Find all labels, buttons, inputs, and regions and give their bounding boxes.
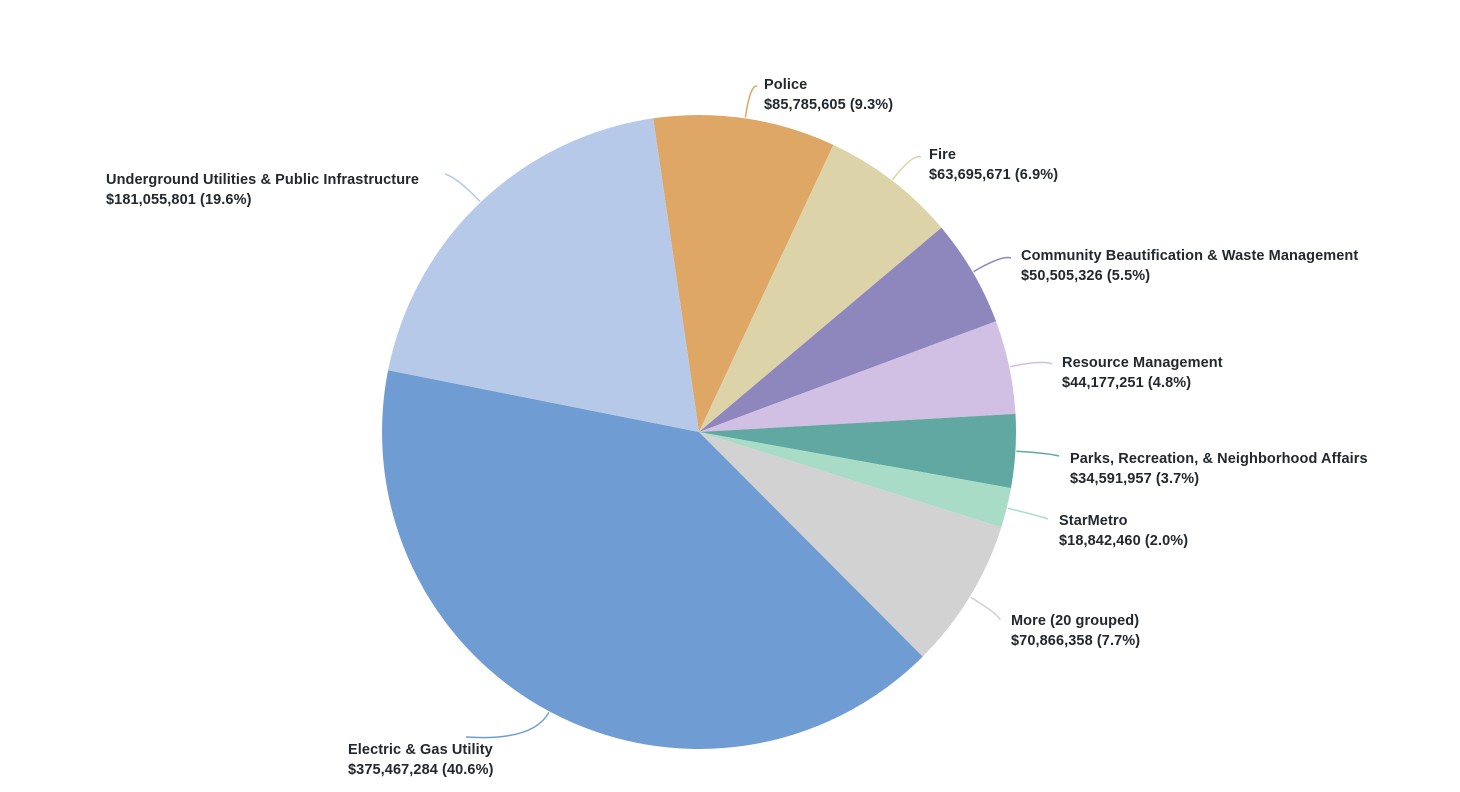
pie-slice-more-grouped[interactable] [699, 432, 1002, 657]
pie-slice-parks-recreation[interactable] [699, 413, 1017, 489]
leader-line-resource-management [1010, 361, 1053, 368]
leader-line-more-grouped [970, 596, 1001, 621]
pie-slice-community-beautification[interactable] [699, 227, 996, 432]
leader-line-starmetro [1007, 507, 1049, 520]
pie-slice-starmetro[interactable] [699, 432, 1011, 528]
leader-line-community-beautification [973, 256, 1012, 273]
leader-line-underground-utilities [444, 173, 481, 203]
pie-slice-resource-management[interactable] [699, 321, 1016, 432]
pie-slice-fire[interactable] [699, 144, 942, 432]
pie-slice-electric-gas-utility[interactable] [382, 370, 923, 749]
leader-line-electric-gas-utility [465, 711, 550, 739]
pie-slice-police[interactable] [653, 114, 834, 432]
leader-line-police [744, 85, 758, 118]
leader-line-parks-recreation [1016, 450, 1060, 457]
pie-slice-underground-utilities[interactable] [388, 118, 699, 433]
leader-line-fire [891, 155, 922, 181]
